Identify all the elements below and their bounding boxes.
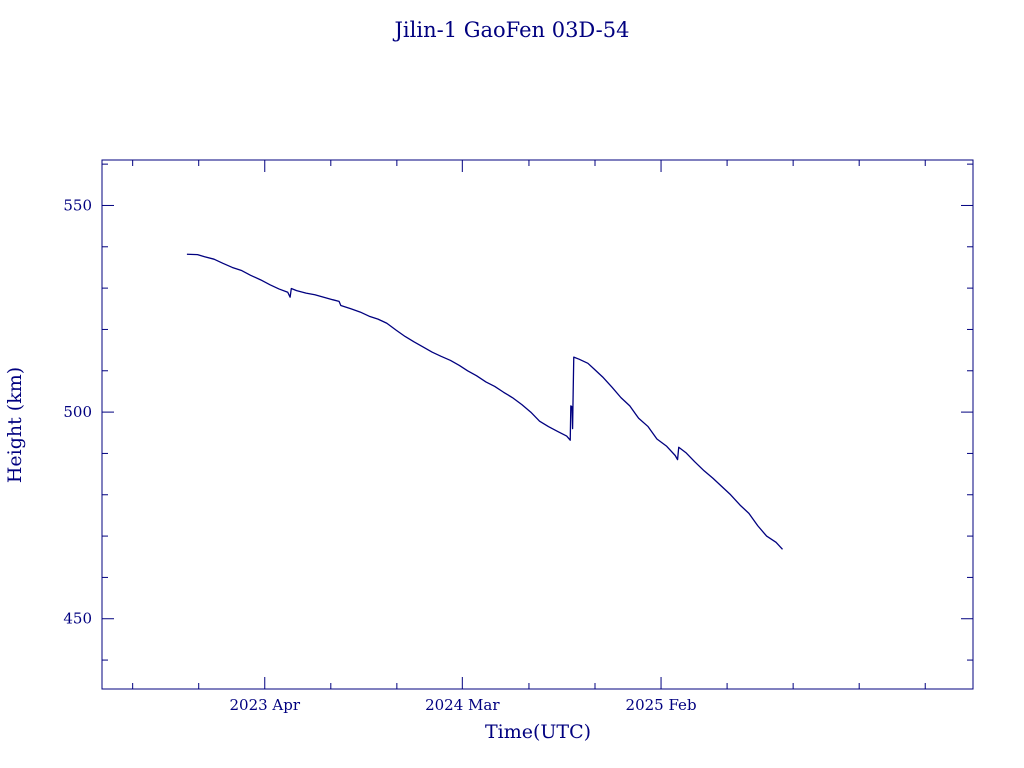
chart-title: Jilin-1 GaoFen 03D-54 bbox=[393, 18, 630, 42]
y-tick-label: 550 bbox=[63, 196, 92, 214]
x-tick-label: 2025 Feb bbox=[626, 696, 697, 714]
series-layer bbox=[186, 253, 783, 550]
plot-frame bbox=[101, 159, 974, 690]
x-axis-title: Time(UTC) bbox=[485, 721, 591, 743]
x-tick-label: 2024 Mar bbox=[425, 696, 500, 714]
series-line-height bbox=[186, 253, 783, 550]
y-tick-label: 450 bbox=[63, 610, 92, 628]
y-tick-label: 500 bbox=[63, 403, 92, 421]
axis-ticks: 450 500 550 2023 Apr 2024 Mar 2025 Feb bbox=[63, 160, 973, 714]
x-tick-label: 2023 Apr bbox=[229, 696, 300, 714]
y-axis-title: Height (km) bbox=[4, 367, 26, 483]
